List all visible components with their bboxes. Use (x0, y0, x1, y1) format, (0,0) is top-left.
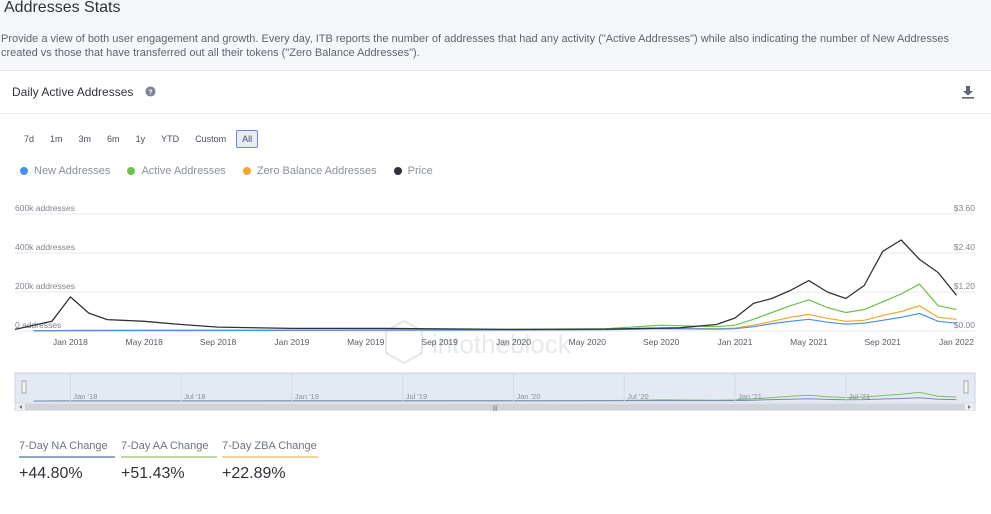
navigator-window (14, 372, 976, 404)
x-tick-label: May 2019 (347, 337, 385, 347)
x-tick-label: Jan 2021 (718, 337, 753, 347)
stat-underline (19, 456, 115, 458)
card-title: Daily Active Addresses (12, 85, 134, 99)
page-description: Provide a view of both user engagement a… (1, 33, 949, 59)
navigator-tick-label: Jan '20 (516, 392, 540, 401)
legend-label: Zero Balance Addresses (256, 165, 377, 177)
legend-label: Price (407, 165, 433, 177)
stat-underline (121, 456, 217, 458)
series-line-new-addresses (33, 312, 957, 332)
y-right-tick-label: $2.40 (954, 242, 976, 252)
x-tick-label: Jan 2022 (939, 337, 974, 347)
x-tick-label: Sep 2021 (864, 337, 901, 347)
watermark: intotheblock (385, 319, 572, 365)
range-button-1y[interactable]: 1y (130, 130, 152, 148)
watermark-text: intotheblock (432, 329, 572, 359)
legend-item-zero-balance-addresses[interactable]: Zero Balance Addresses (242, 165, 377, 177)
stat-label: 7-Day NA Change (19, 440, 108, 452)
y-right-tick-label: $0.00 (954, 320, 976, 330)
y-left-tick-label: 200k addresses (15, 281, 75, 291)
range-button-1m[interactable]: 1m (44, 130, 69, 148)
stat-label: 7-Day ZBA Change (222, 440, 317, 452)
stat-na-change: 7-Day NA Change +44.80% (19, 440, 115, 483)
series-line-price (14, 239, 958, 331)
x-tick-label: Sep 2019 (421, 337, 458, 347)
navigator-scrollbar-thumb (25, 404, 965, 410)
range-button-ytd[interactable]: YTD (155, 130, 185, 148)
legend-item-active-addresses[interactable]: Active Addresses (127, 165, 226, 177)
legend-label: Active Addresses (141, 165, 226, 177)
range-button-3m[interactable]: 3m (73, 130, 98, 148)
navigator-handle-left (21, 380, 27, 394)
legend-dot (393, 167, 402, 175)
legend-dot (242, 167, 251, 175)
navigator-tick-label: Jul '19 (406, 392, 427, 401)
navigator-tick-label: Jan '18 (73, 392, 97, 401)
chart-svg: 0 addresses $0.00 200k addresses $1.20 400k … (14, 203, 976, 411)
stat-underline (222, 456, 318, 458)
y-right-tick-label: $1.20 (954, 281, 976, 291)
legend-label: New Addresses (34, 165, 111, 177)
chart-card: Daily Active Addresses ? 7d 1m 3m 6m 1y YTD Cu… (0, 70, 991, 514)
legend-dot (20, 167, 28, 175)
range-button-all[interactable]: All (236, 130, 259, 148)
question-circle-icon[interactable]: ? (145, 86, 156, 97)
stat-value: +22.89% (222, 465, 286, 482)
card-header: Daily Active Addresses ? (0, 71, 991, 114)
legend-item-price[interactable]: Price (393, 165, 433, 177)
x-tick-label: May 2018 (126, 337, 164, 347)
stat-label: 7-Day AA Change (121, 440, 209, 452)
x-tick-label: Sep 2020 (643, 337, 680, 347)
range-button-7d[interactable]: 7d (18, 130, 40, 148)
range-button-6m[interactable]: 6m (101, 130, 126, 148)
x-tick-label: Sep 2018 (200, 337, 237, 347)
page-title: Addresses Stats (4, 0, 121, 16)
x-tick-label: Jan 2019 (274, 337, 309, 347)
navigator-series-new-addresses (33, 397, 957, 402)
stat-aa-change: 7-Day AA Change +51.43% (121, 440, 217, 483)
y-left-tick-label: 400k addresses (15, 242, 75, 252)
y-right-tick-label: $3.60 (954, 203, 976, 213)
navigator-tick-label: Jan '21 (738, 392, 762, 401)
download-icon[interactable] (961, 85, 975, 99)
chart-legend: New Addresses Active Addresses Zero Balanc… (20, 165, 433, 177)
x-tick-label: Jan 2020 (496, 337, 531, 347)
stat-zba-change: 7-Day ZBA Change +22.89% (222, 440, 318, 483)
navigator-tick-label: Jan '19 (295, 392, 319, 401)
x-tick-label: Jan 2018 (53, 337, 88, 347)
y-left-tick-label: 600k addresses (15, 203, 75, 213)
stat-value: +44.80% (19, 465, 83, 482)
navigator-tick-label: Jul '18 (184, 392, 205, 401)
svg-text:?: ? (148, 87, 153, 96)
scroll-left-icon (19, 405, 22, 409)
scroll-grip-icon: ||| (493, 406, 498, 411)
scroll-right-icon (968, 405, 971, 409)
legend-dot (127, 167, 136, 175)
x-tick-label: May 2021 (790, 337, 828, 347)
series-line-zero-balance-addresses (33, 305, 957, 332)
watermark-logo-icon (385, 319, 423, 365)
range-button-custom[interactable]: Custom (189, 130, 232, 148)
y-left-tick-label: 0 addresses (15, 320, 61, 330)
legend-item-new-addresses[interactable]: New Addresses (20, 165, 110, 177)
stat-value: +51.43% (121, 465, 185, 482)
navigator-tick-label: Jul '20 (627, 392, 648, 401)
navigator-handle-right (963, 380, 969, 394)
range-selector: 7d 1m 3m 6m 1y YTD Custom All (18, 130, 259, 148)
x-tick-label: May 2020 (569, 337, 607, 347)
navigator-tick-label: Jul '21 (849, 392, 870, 401)
